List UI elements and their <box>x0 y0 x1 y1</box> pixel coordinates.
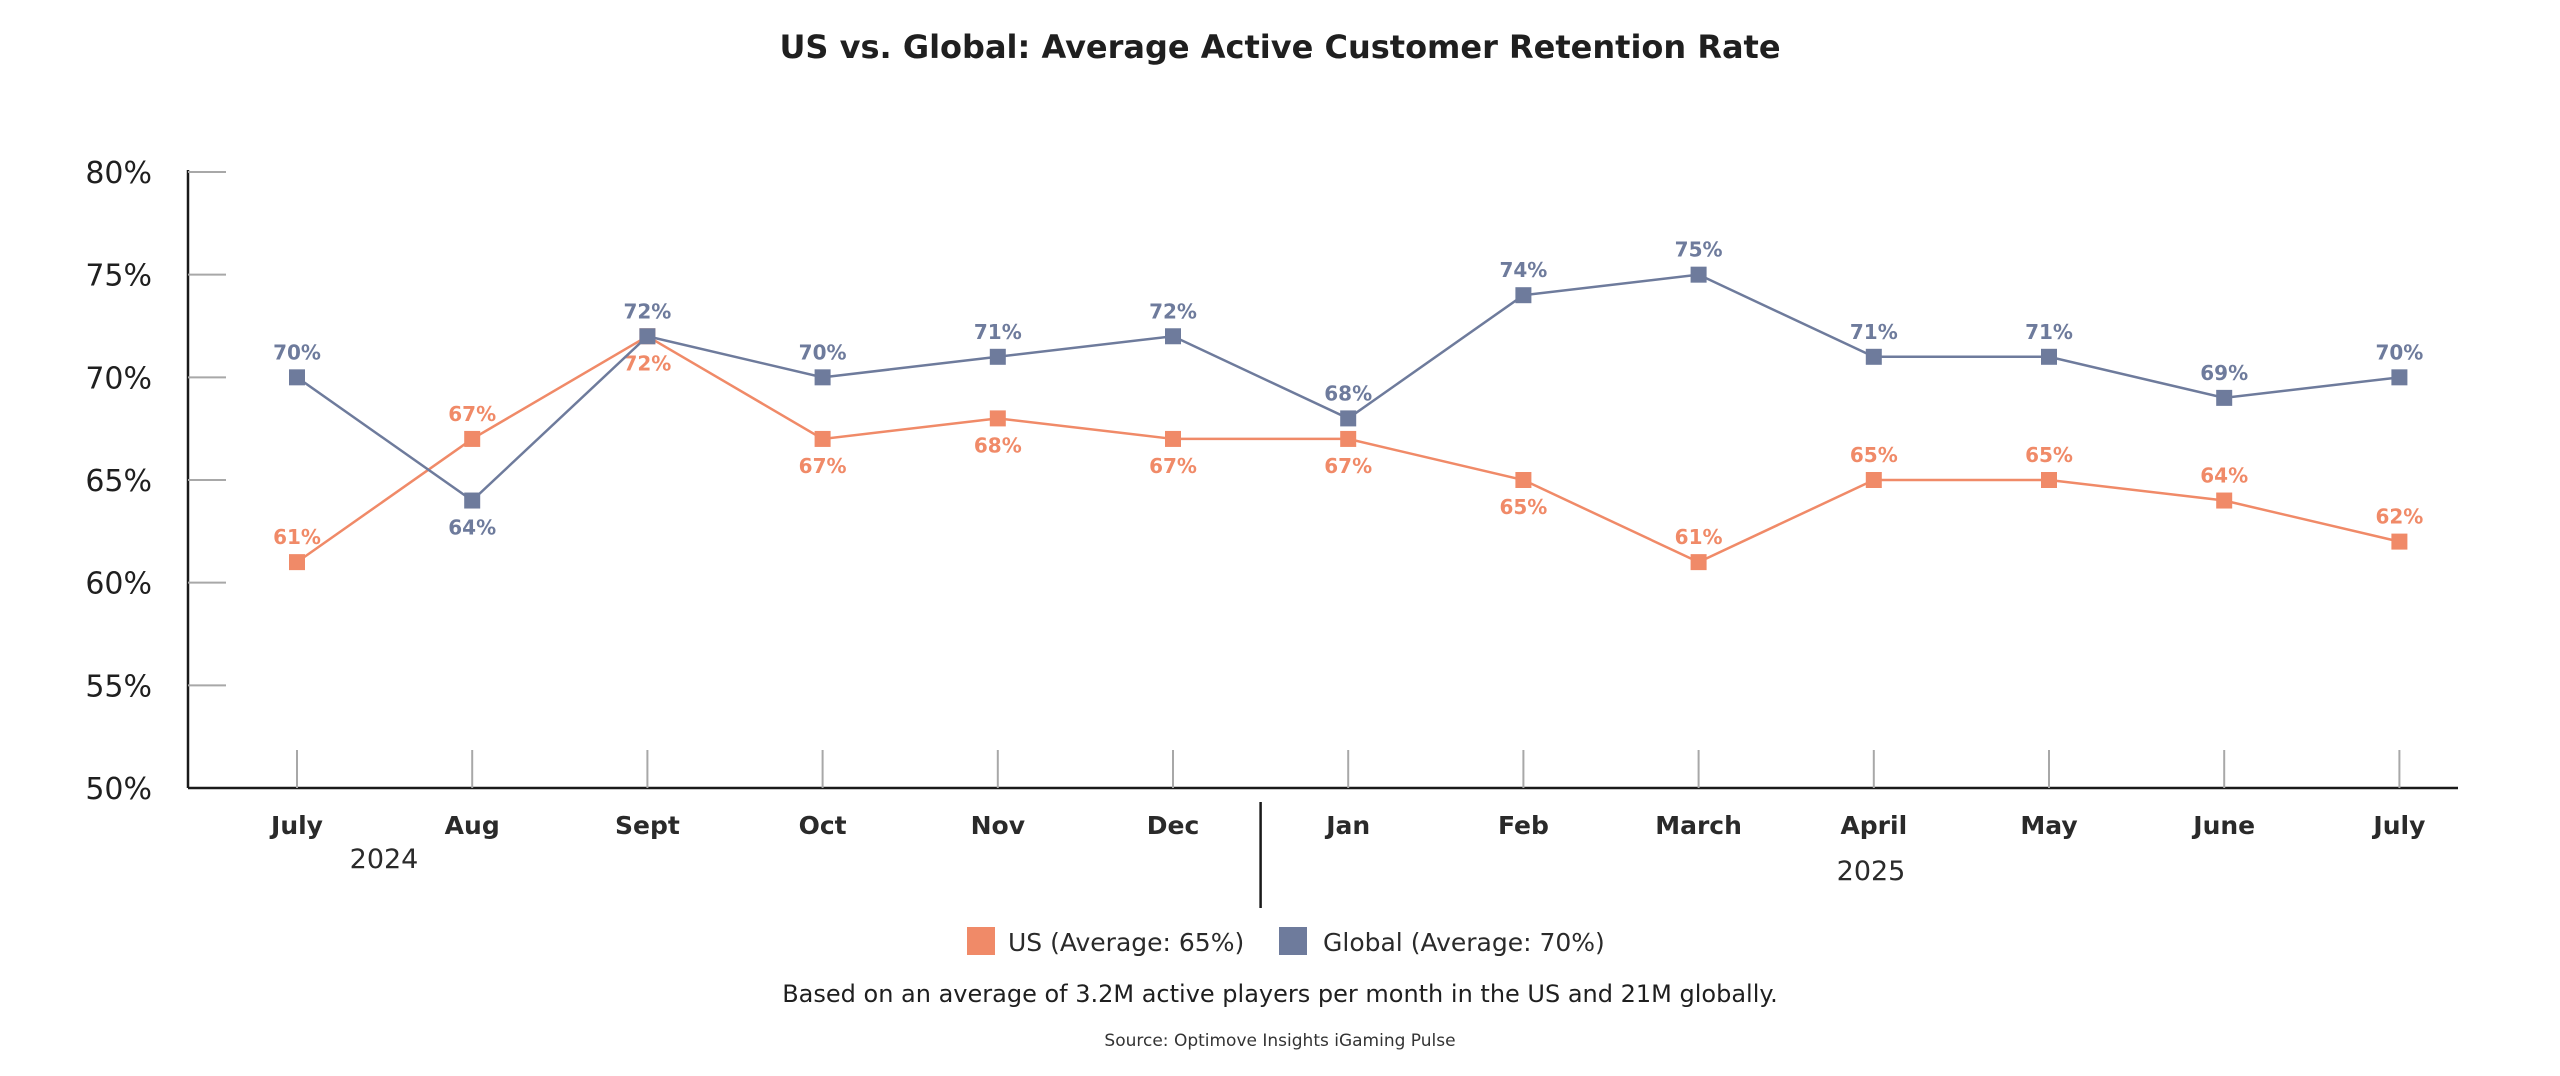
x-tick-label: Dec <box>1147 811 1200 840</box>
x-tick-label: July <box>269 811 323 840</box>
data-label-us: 65% <box>1850 443 1898 467</box>
year-label: 2025 <box>1837 856 1906 887</box>
x-tick-label: June <box>2191 811 2255 840</box>
data-label-us: 68% <box>974 433 1022 457</box>
footnote: Based on an average of 3.2M active playe… <box>782 980 1778 1008</box>
x-tick-label: Feb <box>1498 811 1549 840</box>
data-label-us: 65% <box>2025 443 2073 467</box>
data-point-us <box>464 430 481 447</box>
data-label-us: 61% <box>273 525 321 549</box>
data-point-global <box>639 328 656 345</box>
data-point-us <box>289 554 305 571</box>
data-point-us <box>814 430 831 447</box>
year-label: 2024 <box>350 844 419 875</box>
x-tick-label: Sept <box>615 811 680 840</box>
data-label-global: 71% <box>974 320 1022 344</box>
data-point-global <box>2041 348 2057 365</box>
data-label-global: 69% <box>2200 361 2248 385</box>
data-label-us: 67% <box>1149 454 1197 478</box>
x-tick-label: May <box>2020 811 2077 840</box>
chart-title: US vs. Global: Average Active Customer R… <box>779 28 1780 66</box>
data-label-global: 72% <box>623 299 671 323</box>
x-tick-label: July <box>2371 811 2425 840</box>
data-point-us <box>1690 554 1707 571</box>
data-label-global: 70% <box>2375 340 2423 364</box>
data-label-global: 71% <box>2025 320 2073 344</box>
legend-label-global: Global (Average: 70%) <box>1323 928 1605 957</box>
data-label-global: 64% <box>448 516 496 540</box>
data-label-us: 62% <box>2375 505 2423 529</box>
data-point-global <box>2391 369 2408 386</box>
axes: 50% 55% 60% 65% 70% 75% 80% July Aug Sept Oct Nov De… <box>85 156 2458 908</box>
x-tick-label: Aug <box>445 811 500 840</box>
data-label-us: 72% <box>623 351 671 375</box>
data-label-us: 67% <box>1324 454 1372 478</box>
data-point-global <box>1340 410 1357 427</box>
data-point-us <box>1865 472 1882 488</box>
data-label-global: 68% <box>1324 381 1372 405</box>
data-point-us <box>2041 472 2057 488</box>
series-global: 70% 64% 72% 70% 71% 72% 68% 74% 75% 71% 71% 69% 70% <box>273 238 2423 540</box>
data-label-global: 72% <box>1149 299 1197 323</box>
data-point-global <box>1865 348 1882 365</box>
legend-swatch-global <box>1279 927 1307 955</box>
data-point-us <box>2391 533 2408 550</box>
data-point-global <box>814 369 831 386</box>
legend-swatch-us <box>967 927 995 955</box>
data-point-global <box>2216 389 2233 406</box>
y-tick-label: 70% <box>85 361 152 396</box>
data-point-global <box>289 369 305 386</box>
data-label-us: 65% <box>1499 495 1547 519</box>
data-label-us: 61% <box>1675 525 1723 549</box>
y-tick-label: 60% <box>85 567 152 602</box>
x-tick-label: Oct <box>799 811 847 840</box>
legend: US (Average: 65%) Global (Average: 70%) <box>967 927 1605 957</box>
data-point-global <box>1690 266 1707 283</box>
data-label-us: 67% <box>799 454 847 478</box>
data-label-global: 71% <box>1850 320 1898 344</box>
data-label-global: 70% <box>799 340 847 364</box>
data-point-us <box>2216 492 2233 509</box>
data-point-global <box>989 348 1006 365</box>
data-label-us: 64% <box>2200 464 2248 488</box>
y-tick-label: 75% <box>85 259 152 294</box>
data-point-global <box>1165 328 1181 345</box>
y-tick-label: 65% <box>85 464 152 499</box>
data-label-global: 70% <box>273 340 321 364</box>
data-label-global: 75% <box>1675 238 1723 262</box>
data-label-global: 74% <box>1499 258 1547 282</box>
y-tick-label: 50% <box>85 772 152 807</box>
y-tick-label: 80% <box>85 156 152 191</box>
data-point-us <box>1340 430 1357 447</box>
data-label-us: 67% <box>448 402 496 426</box>
x-tick-label: March <box>1655 811 1742 840</box>
series-layer: 61%67%72%67%68%67% 67%65%61%65% 65%64%62%7… <box>273 238 2423 571</box>
data-point-us <box>989 410 1006 427</box>
data-point-us <box>1165 430 1181 447</box>
data-point-global <box>464 492 481 509</box>
data-point-global <box>1515 287 1532 304</box>
legend-label-us: US (Average: 65%) <box>1008 928 1244 957</box>
y-tick-label: 55% <box>85 669 152 704</box>
source-note: Source: Optimove Insights iGaming Pulse <box>1104 1031 1455 1051</box>
data-point-us <box>1515 472 1532 488</box>
x-tick-label: Nov <box>971 811 1025 840</box>
series-us: 61% 67% 72% 67% 68% 67% 67% 65% 61% 65% 65% 64% 62% <box>273 328 2423 571</box>
x-tick-label: Jan <box>1324 811 1370 840</box>
x-tick-label: April <box>1840 811 1907 840</box>
